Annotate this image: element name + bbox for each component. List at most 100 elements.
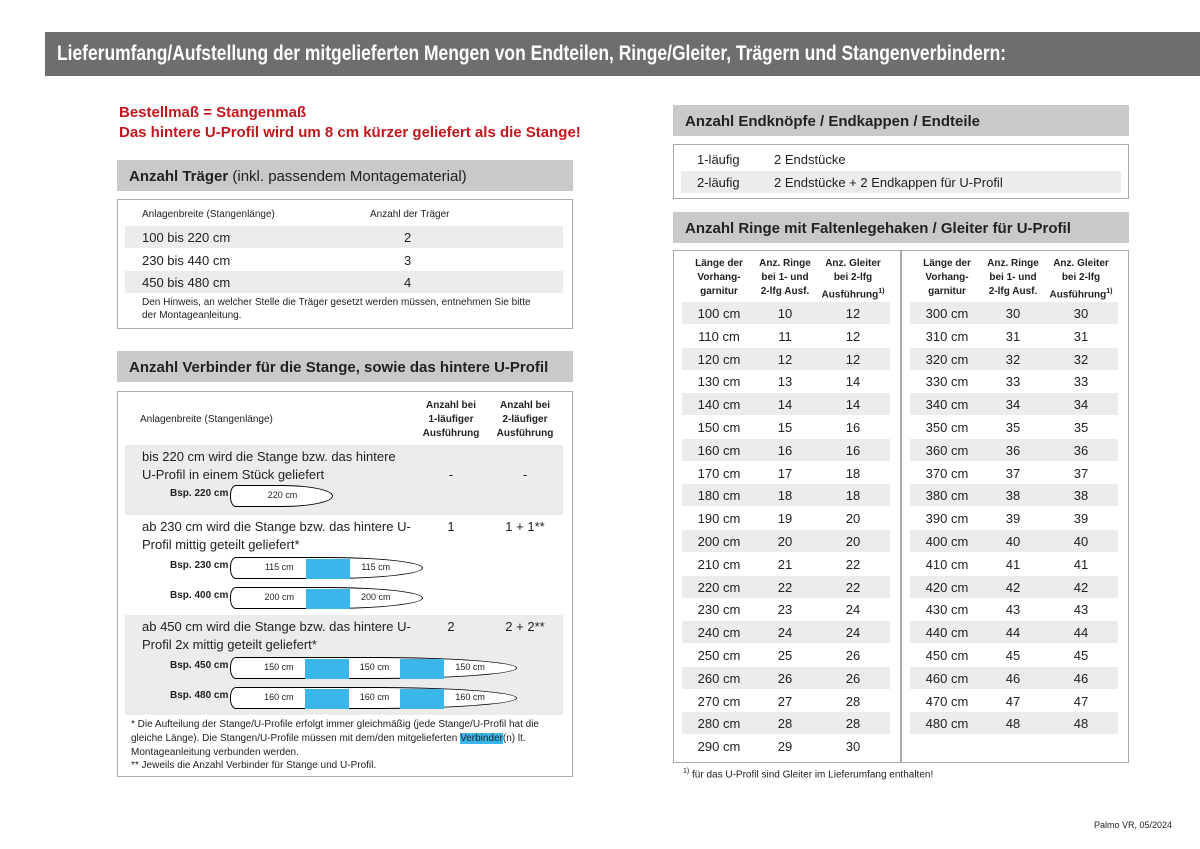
connector <box>305 589 350 609</box>
cell: 100 cm <box>697 306 741 321</box>
cell: 230 bis 440 cm <box>142 252 231 268</box>
cell: 300 cm <box>925 306 969 321</box>
section-title: Anzahl Träger (inkl. passendem Montagema… <box>117 160 573 193</box>
rod: 200 cm 200 cm <box>230 587 423 609</box>
cell: 390 cm <box>925 511 969 527</box>
cell: 140 cm <box>697 397 741 413</box>
cell: 48 <box>1005 716 1021 732</box>
cell: 24 <box>845 602 861 618</box>
cell: 330 cm <box>925 374 969 390</box>
box <box>673 144 1129 199</box>
row: 200 cm 20 20 <box>682 530 890 552</box>
cell: 35 <box>1005 420 1021 435</box>
row: 230 cm 23 24 <box>682 598 890 620</box>
cell: 130 cm <box>697 374 741 390</box>
cell: 19 <box>777 511 793 527</box>
count: 2 + 2** <box>505 619 545 634</box>
cell: 16 <box>845 442 861 458</box>
cell: 22 <box>777 579 793 595</box>
cell: 2 Endstücke + 2 Endkappen für U-Profil <box>774 175 1003 190</box>
connector <box>304 659 349 679</box>
row: 450 cm 45 45 <box>910 644 1118 666</box>
col-head: Anz. Gleiter bei 2-lfg Ausführung1) <box>821 258 885 301</box>
row: 370 cm 37 37 <box>910 462 1118 484</box>
cell: 35 <box>1073 420 1089 435</box>
cell: 230 cm <box>697 602 741 618</box>
row: 140 cm 14 14 <box>682 393 890 416</box>
count: 1 <box>447 519 455 534</box>
row: 440 cm 44 44 <box>910 621 1118 644</box>
col-head: Anz. Ringe bei 1- und 2-lfg Ausf. <box>987 258 1039 297</box>
footnote-text: für das U-Profil sind Gleiter im Lieferu… <box>689 769 934 781</box>
box <box>117 199 573 329</box>
footnote: ** Jeweils die Anzahl Verbinder für Stan… <box>131 760 377 771</box>
cell: 43 <box>1073 602 1089 618</box>
cell: 31 <box>1005 328 1021 344</box>
row: 130 cm 13 14 <box>682 370 890 392</box>
note: Den Hinweis, an welcher Stelle die Träge… <box>142 297 531 321</box>
row-text: ab 230 cm wird die Stange bzw. das hinte… <box>142 519 411 552</box>
cell: 190 cm <box>697 511 741 527</box>
cell: 45 <box>1073 648 1089 663</box>
row: 250 cm 25 26 <box>682 644 890 666</box>
connector <box>304 689 349 709</box>
row-text: bis 220 cm wird die Stange bzw. das hint… <box>142 449 396 482</box>
cell: 26 <box>845 670 861 686</box>
part-label: 150 cm <box>264 662 294 672</box>
row: 220 cm 22 22 <box>682 575 890 598</box>
row: 100 cm 10 12 <box>682 302 890 324</box>
row: 430 cm 43 43 <box>910 598 1118 620</box>
row: 230 bis 440 cm 3 <box>125 249 563 271</box>
part-label: 220 cm <box>267 490 298 500</box>
cell: 22 <box>845 579 861 595</box>
cell: 28 <box>845 716 861 732</box>
notice: Bestellmaß = Stangenmaß <box>119 104 307 121</box>
row: 170 cm 17 18 <box>682 462 890 484</box>
row: 330 cm 33 33 <box>910 370 1118 392</box>
row-text: ab 450 cm wird die Stange bzw. das hinte… <box>142 619 411 652</box>
cell: 280 cm <box>697 716 741 732</box>
example-label: Bsp. 480 cm <box>170 690 229 701</box>
cell: 460 cm <box>925 670 969 686</box>
box <box>117 391 573 777</box>
cell: 2 Endstücke <box>774 152 846 167</box>
footnote-part: (n) lt. Montageanleitung verbunden werde… <box>131 733 526 758</box>
cell: 270 cm <box>697 693 741 709</box>
row: ab 450 cm wird die Stange bzw. das hinte… <box>125 615 563 715</box>
cell: 39 <box>1005 511 1021 527</box>
cell: 150 cm <box>697 420 741 435</box>
cell: 11 <box>778 328 792 344</box>
cell: 340 cm <box>925 397 969 413</box>
cell: 30 <box>845 739 861 755</box>
col-head: Anz. Ringe bei 1- und 2-lfg Ausf. <box>759 258 811 297</box>
part-label: 115 cm <box>361 562 391 572</box>
cell: 38 <box>1005 488 1021 504</box>
row: 420 cm 42 42 <box>910 575 1118 598</box>
row: 270 cm 27 28 <box>682 690 890 712</box>
cell: 16 <box>845 420 861 435</box>
section-title: Anzahl Endknöpfe / Endkappen / Endteile <box>673 105 1129 138</box>
title-strong: Anzahl Träger <box>129 168 229 185</box>
cell: 16 <box>777 442 793 458</box>
section-title: Anzahl Verbinder für die Stange, sowie d… <box>117 351 573 384</box>
count: - <box>522 467 528 482</box>
part-label: 150 cm <box>455 662 485 672</box>
row: 470 cm 47 47 <box>910 690 1118 712</box>
title-text: Anzahl Endknöpfe / Endkappen / Endteile <box>685 113 981 130</box>
cell: 14 <box>845 397 861 413</box>
row: 160 cm 16 16 <box>682 438 890 461</box>
cell: 14 <box>845 374 861 390</box>
cell: 38 <box>1073 488 1089 504</box>
row: 100 bis 220 cm 2 <box>125 226 563 248</box>
cell: 46 <box>1073 670 1089 686</box>
cell: 250 cm <box>697 648 741 663</box>
row: bis 220 cm wird die Stange bzw. das hint… <box>125 445 563 515</box>
cell: 370 cm <box>925 465 969 481</box>
cell: 350 cm <box>925 420 969 435</box>
cell: 39 <box>1073 511 1089 527</box>
cell: 240 cm <box>697 625 741 641</box>
cell: 12 <box>845 351 861 367</box>
divider <box>900 250 902 763</box>
cell: 48 <box>1073 716 1089 732</box>
